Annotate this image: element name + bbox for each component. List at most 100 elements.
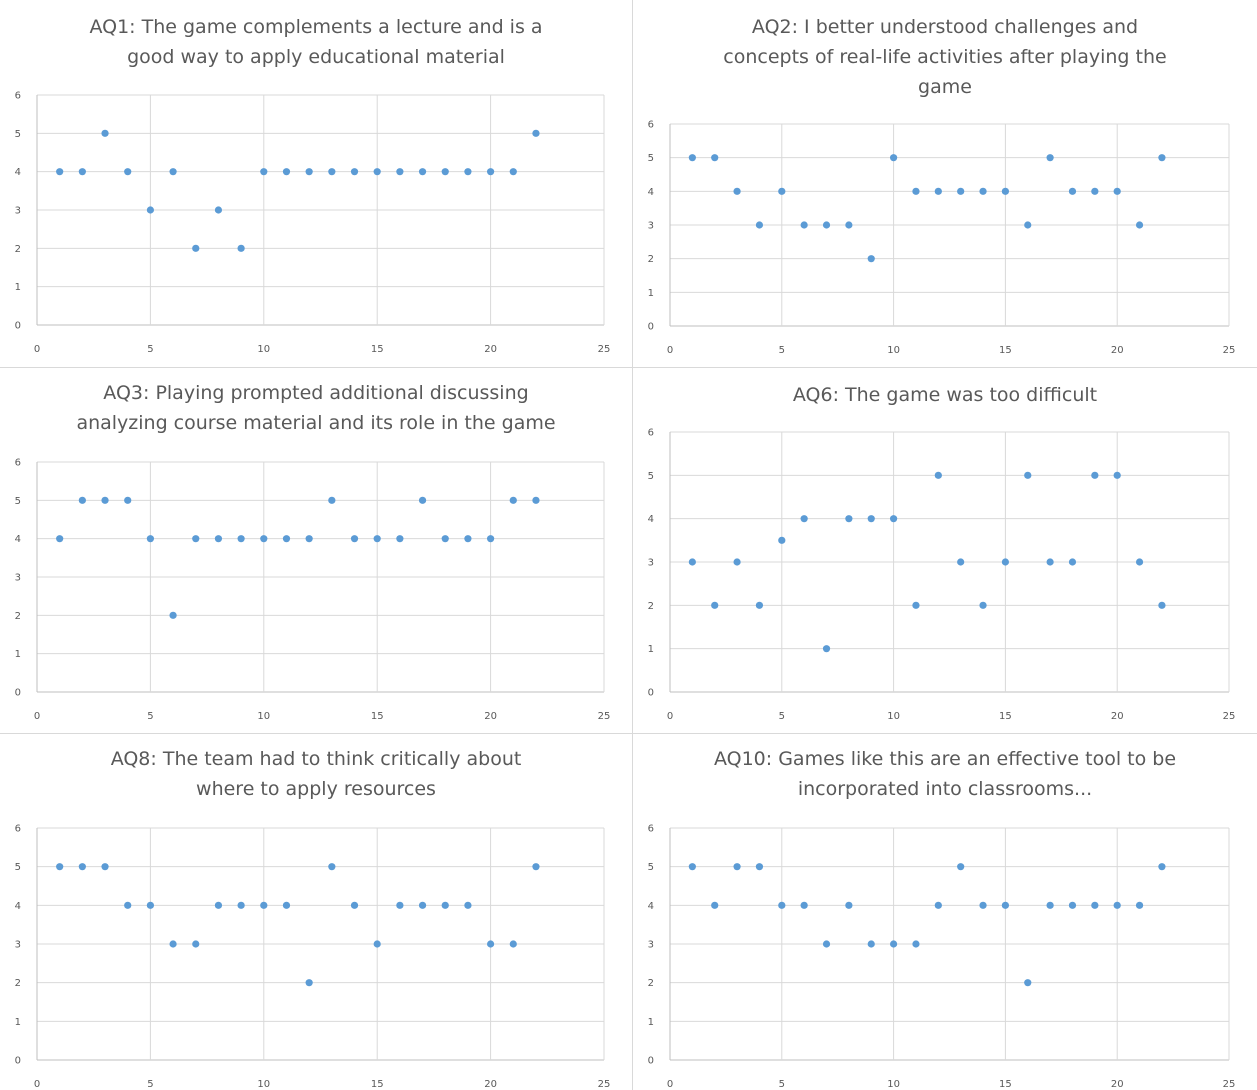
- chart-panel-aq1: AQ1: The game complements a lecture and …: [0, 0, 632, 367]
- chart-title: AQ1: The game complements a lecture and …: [0, 12, 632, 72]
- chart-title-line: AQ10: Games like this are an effective t…: [713, 748, 1177, 770]
- data-point: [912, 601, 920, 609]
- chart-title: AQ6: The game was too difficult: [633, 380, 1257, 410]
- data-point: [396, 535, 404, 543]
- data-point: [934, 187, 942, 195]
- y-tick-label: 3: [648, 221, 654, 232]
- data-point: [373, 535, 381, 543]
- x-tick-label: 5: [779, 1079, 785, 1090]
- y-tick-label: 5: [15, 129, 21, 140]
- data-point: [282, 901, 291, 909]
- x-tick-label: 25: [1223, 1079, 1236, 1090]
- x-tick-label: 15: [999, 1079, 1012, 1090]
- data-point: [169, 940, 177, 948]
- data-point: [800, 221, 808, 229]
- data-point: [56, 863, 64, 871]
- data-point: [934, 471, 942, 479]
- data-point: [1113, 471, 1121, 479]
- data-point: [532, 496, 540, 504]
- chart-title-line: analyzing course material and its role i…: [76, 412, 556, 434]
- x-tick-label: 10: [887, 711, 900, 722]
- data-point: [169, 611, 177, 619]
- y-tick-label: 5: [648, 471, 654, 482]
- y-tick-label: 2: [15, 978, 21, 989]
- data-point: [1135, 901, 1144, 909]
- y-tick-label: 6: [648, 120, 654, 131]
- data-point: [260, 535, 268, 543]
- data-point: [1091, 901, 1099, 909]
- y-tick-label: 3: [648, 940, 654, 951]
- scatter-plot: 0 1 2 3 4 5 6 0 5 10 15 20 25: [15, 91, 611, 356]
- data-point: [441, 168, 449, 176]
- data-point: [845, 221, 853, 229]
- data-point: [124, 901, 132, 909]
- data-point: [192, 940, 200, 948]
- x-tick-label: 5: [147, 1079, 153, 1090]
- data-point: [78, 863, 86, 871]
- y-tick-label: 6: [648, 428, 654, 439]
- y-tick-label: 1: [15, 1017, 21, 1028]
- y-tick-label: 0: [15, 321, 21, 332]
- y-tick-label: 4: [648, 901, 654, 912]
- data-point: [509, 168, 517, 176]
- data-point: [78, 168, 86, 176]
- data-point: [192, 244, 200, 252]
- data-point: [146, 535, 154, 543]
- vertical-divider: [632, 0, 633, 1090]
- data-point: [305, 979, 313, 987]
- data-point: [890, 940, 898, 948]
- y-tick-label: 2: [648, 254, 654, 265]
- data-point: [1091, 187, 1099, 195]
- data-point: [214, 901, 223, 909]
- x-tick-label: 10: [257, 344, 270, 355]
- data-point: [867, 255, 875, 263]
- data-point: [532, 863, 540, 871]
- data-point: [688, 558, 696, 566]
- data-point: [396, 168, 404, 176]
- data-point: [979, 901, 987, 909]
- scatter-plot: 0 1 2 3 4 5 6 0 5 10 15 20 25: [648, 824, 1236, 1090]
- x-tick-label: 0: [667, 345, 673, 356]
- x-tick-label: 0: [34, 344, 40, 355]
- data-point: [124, 168, 132, 176]
- y-tick-label: 1: [648, 1017, 654, 1028]
- data-point: [1046, 154, 1054, 162]
- data-point: [328, 168, 336, 176]
- y-tick-label: 3: [15, 206, 21, 217]
- x-tick-label: 25: [598, 344, 611, 355]
- data-point: [1046, 558, 1054, 566]
- scatter-plot: 0 1 2 3 4 5 6 0 5 10 15 20 25: [648, 428, 1236, 723]
- chart-title: AQ2: I better understood challenges and c…: [633, 12, 1257, 102]
- data-point: [1135, 221, 1144, 229]
- data-point: [912, 940, 920, 948]
- chart-panel-aq10: AQ10: Games like this are an effective t…: [633, 734, 1257, 1090]
- data-point: [350, 535, 359, 543]
- data-point: [124, 496, 132, 504]
- data-point: [214, 535, 223, 543]
- data-point: [532, 129, 540, 137]
- chart-title-line: AQ2: I better understood challenges and: [751, 16, 1139, 38]
- data-point: [509, 496, 517, 504]
- scatter-plot: 0 1 2 3 4 5 6 0 5 10 15 20 25: [648, 120, 1236, 357]
- data-point: [822, 645, 831, 653]
- x-tick-label: 20: [484, 711, 497, 722]
- y-tick-label: 1: [648, 644, 654, 655]
- data-point: [1001, 901, 1009, 909]
- data-point: [282, 535, 291, 543]
- x-tick-label: 25: [598, 1079, 611, 1090]
- data-point: [260, 901, 268, 909]
- x-tick-label: 20: [484, 1079, 497, 1090]
- y-tick-label: 2: [648, 978, 654, 989]
- y-tick-label: 2: [648, 601, 654, 612]
- data-point: [146, 206, 154, 214]
- chart-panel-aq8: AQ8: The team had to think critically ab…: [0, 734, 632, 1090]
- data-point: [350, 901, 359, 909]
- data-point: [192, 535, 200, 543]
- data-point: [1024, 221, 1032, 229]
- data-point: [733, 863, 741, 871]
- y-tick-label: 5: [15, 496, 21, 507]
- y-tick-label: 0: [648, 688, 654, 699]
- y-tick-label: 4: [15, 534, 21, 545]
- data-point: [328, 863, 336, 871]
- data-point: [56, 535, 64, 543]
